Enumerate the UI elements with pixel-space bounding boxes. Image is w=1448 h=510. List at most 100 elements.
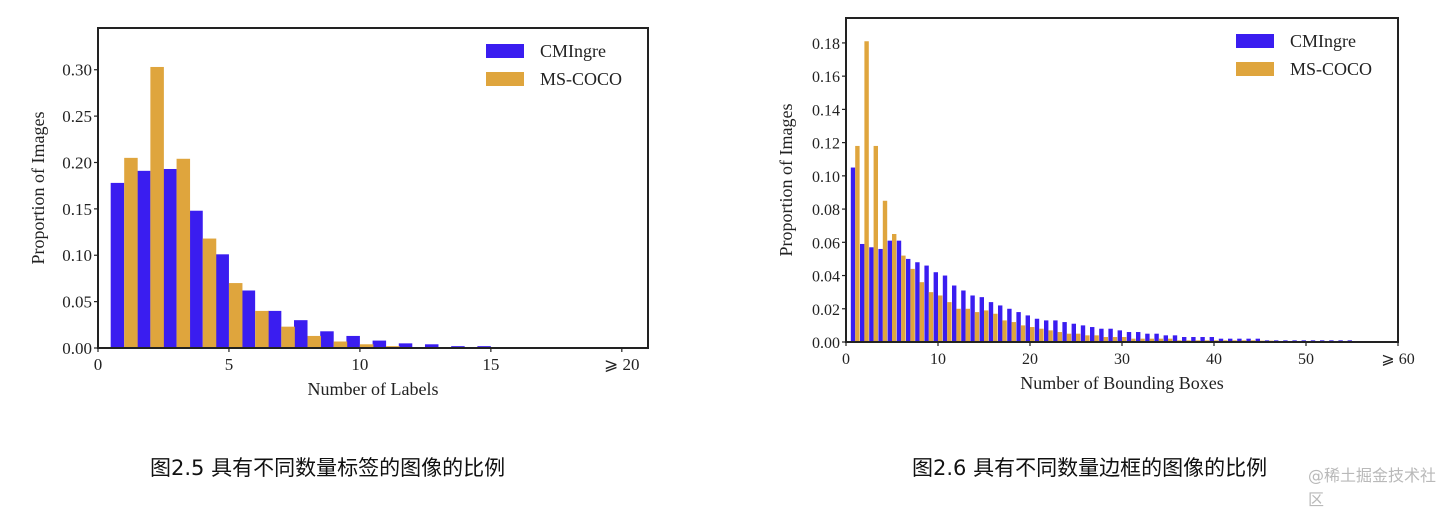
bar-cmingre	[878, 249, 882, 342]
bar-cmingre	[111, 183, 125, 348]
bar-cmingre	[961, 290, 965, 342]
bar-cmingre	[1035, 319, 1039, 342]
x-axis-label: Number of Bounding Boxes	[1020, 373, 1223, 393]
y-tick-label: 0.06	[812, 235, 840, 252]
bar-cmingre	[860, 244, 864, 342]
y-tick-label: 0.16	[812, 69, 840, 86]
legend-swatch-cmingre	[486, 44, 524, 58]
bar-cmingre	[1154, 334, 1158, 342]
bar-mscoco	[883, 201, 887, 342]
bar-mscoco	[892, 234, 896, 342]
bar-mscoco	[864, 41, 868, 342]
x-tick-label: 0	[94, 355, 103, 374]
y-tick-label: 0.08	[812, 202, 840, 219]
bar-cmingre	[215, 254, 229, 348]
bar-cmingre	[1072, 324, 1076, 342]
y-axis-label: Proportion of Images	[776, 104, 796, 257]
y-tick-label: 0.05	[62, 293, 92, 312]
bar-cmingre	[998, 305, 1002, 342]
x-tick-label: 15	[482, 355, 499, 374]
bar-mscoco	[203, 239, 217, 348]
bar-cmingre	[1118, 330, 1122, 342]
bar-cmingre	[952, 286, 956, 342]
bar-cmingre	[1016, 312, 1020, 342]
bar-mscoco	[255, 311, 269, 348]
bar-cmingre	[320, 331, 334, 348]
x-tick-label: ⩾ 20	[604, 355, 640, 374]
bar-cmingre	[943, 276, 947, 342]
bar-cmingre	[1026, 315, 1030, 342]
bar-cmingre	[851, 168, 855, 342]
x-tick-label: 20	[1022, 351, 1038, 368]
bar-mscoco	[966, 309, 970, 342]
legend-label-mscoco: MS-COCO	[540, 69, 622, 89]
bar-cmingre	[1007, 309, 1011, 342]
y-tick-label: 0.12	[812, 136, 840, 153]
bar-cmingre	[1099, 329, 1103, 342]
y-tick-label: 0.00	[812, 335, 840, 352]
figure-page: 0 5 10 15 ⩾ 20 0.00 0.05 0.10 0.15 0.20 0.25 0.30 Nu…	[0, 0, 1448, 494]
bar-mscoco	[874, 146, 878, 342]
bar-cmingre	[924, 266, 928, 342]
bar-mscoco	[1039, 329, 1043, 342]
bar-cmingre	[1145, 334, 1149, 342]
bar-mscoco	[1076, 334, 1080, 342]
bar-cmingre	[1081, 325, 1085, 342]
bar-mscoco	[1058, 332, 1062, 342]
bar-cmingre	[1090, 327, 1094, 342]
bar-cmingre	[989, 302, 993, 342]
bar-cmingre	[888, 241, 892, 342]
caption-figure-2-5: 图2.5 具有不同数量标签的图像的比例	[150, 452, 505, 482]
legend-label-cmingre: CMIngre	[1290, 31, 1356, 51]
y-tick-label: 0.15	[62, 200, 92, 219]
y-tick-label: 0.10	[812, 169, 840, 186]
x-tick-label: 5	[225, 355, 234, 374]
y-tick-label: 0.25	[62, 107, 92, 126]
bar-mscoco	[1030, 327, 1034, 342]
bar-cmingre	[1127, 332, 1131, 342]
y-tick-label: 0.30	[62, 61, 92, 80]
x-tick-label: ⩾ 60	[1381, 351, 1414, 368]
bar-mscoco	[177, 159, 191, 348]
bar-cmingre	[980, 297, 984, 342]
bar-mscoco	[993, 314, 997, 342]
bar-cmingre	[373, 341, 387, 348]
bar-cmingre	[346, 336, 360, 348]
bar-mscoco	[910, 269, 914, 342]
x-tick-label: 40	[1206, 351, 1222, 368]
figure-svg: 0 5 10 15 ⩾ 20 0.00 0.05 0.10 0.15 0.20 0.25 0.30 Nu…	[0, 0, 1448, 494]
bar-cmingre	[1108, 329, 1112, 342]
bar-cmingre	[915, 262, 919, 342]
bar-cmingre	[1136, 332, 1140, 342]
y-tick-label: 0.20	[62, 153, 92, 172]
bar-mscoco	[150, 67, 164, 348]
x-tick-label: 30	[1114, 351, 1130, 368]
bar-mscoco	[984, 310, 988, 342]
y-tick-label: 0.04	[812, 269, 840, 286]
y-axis-label: Proportion of Images	[28, 112, 48, 265]
bar-mscoco	[1048, 330, 1052, 342]
bar-mscoco	[281, 327, 295, 348]
bar-cmingre	[1044, 320, 1048, 342]
x-axis-label: Number of Labels	[308, 379, 439, 399]
legend-swatch-mscoco	[486, 72, 524, 86]
watermark: @稀土掘金技术社区	[1308, 462, 1448, 510]
bar-cmingre	[137, 171, 151, 348]
x-tick-label: 10	[930, 351, 946, 368]
bar-mscoco	[1002, 320, 1006, 342]
legend-swatch-mscoco	[1236, 62, 1274, 76]
bar-cmingre	[294, 320, 308, 348]
bar-mscoco	[938, 295, 942, 342]
bar-mscoco	[855, 146, 859, 342]
y-tick-label: 0.14	[812, 102, 840, 119]
legend-swatch-cmingre	[1236, 34, 1274, 48]
legend-label-cmingre: CMIngre	[540, 41, 606, 61]
x-tick-label: 0	[842, 351, 850, 368]
y-tick-label: 0.18	[812, 36, 840, 53]
bar-cmingre	[163, 169, 177, 348]
bar-mscoco	[308, 336, 322, 348]
bar-mscoco	[956, 309, 960, 342]
bar-mscoco	[124, 158, 138, 348]
bar-mscoco	[1067, 334, 1071, 342]
y-tick-label: 0.10	[62, 246, 92, 265]
